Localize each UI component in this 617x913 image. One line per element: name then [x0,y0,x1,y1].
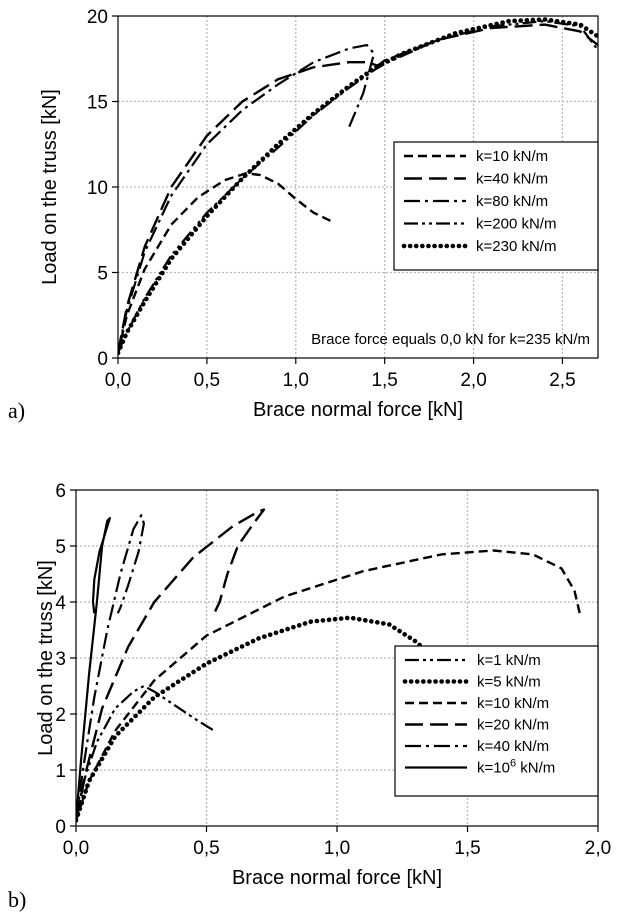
series-line-5 [118,17,598,356]
y-tick-label: 0 [55,817,66,838]
series-line-3 [118,43,376,354]
y-tick-label: 5 [97,264,108,285]
legend-entry-label: k=80 kN/m [476,193,548,210]
x-tick-label: 1,0 [324,838,350,859]
legend-entry-label: k=230 kN/m [476,238,556,255]
legend-entry-label: k=40 kN/m [477,738,549,755]
x-tick-label: 1,5 [371,370,397,391]
panel-b-x-axis-title: Brace normal force [kN] [232,867,442,889]
panel-a-y-axis-title: Load on the truss [kN] [39,89,61,285]
y-tick-label: 20 [87,7,108,28]
panel-a-series-group [118,17,598,356]
series-line-1 [76,684,215,821]
legend-box [394,645,599,797]
y-tick-label: 2 [55,705,66,726]
panel-a-legend: k=10 kN/m k=40 kN/m k=80 kN/m k=200 kN/m k=2… [393,141,599,271]
y-tick-label: 1 [55,761,66,782]
chart-panel-a: 0,0 0,5 1,0 1,5 2,0 2,5 0 5 10 15 20 Brace normal f… [8,7,599,423]
y-tick-label: 0 [97,349,108,370]
chart-panel-b: 0,0 0,5 1,0 1,5 2,0 0 1 2 3 4 5 6 Brace normal force… [8,481,611,912]
legend-entry-label: k=106 kN/m [477,758,555,777]
y-tick-label: 5 [55,537,66,558]
legend-entry-label: k=40 kN/m [476,171,548,188]
panel-a-annotation: Brace force equals 0,0 kN for k=235 kN/m [311,331,590,348]
series-line-6 [76,516,112,821]
series-line-4 [76,508,266,821]
x-tick-label: 0,0 [105,370,131,391]
series-line-1 [118,172,332,354]
panel-b-legend: k=1 kN/m k=5 kN/m k=10 kN/m k=20 kN/m k=40 k… [394,645,599,797]
series-line-4 [118,20,598,354]
y-tick-label: 15 [87,93,108,114]
legend-entry-label: k=10 kN/m [477,695,549,712]
legend-entry-label: k=10 kN/m [476,148,548,165]
x-tick-label: 0,0 [63,838,89,859]
x-tick-label: 0,5 [193,838,219,859]
panel-b-label: b) [8,887,26,912]
legend-entry-label: k=20 kN/m [477,717,549,734]
series-line-3 [76,549,581,821]
panel-b-series-group [76,508,581,823]
panel-a-x-axis-title: Brace normal force [kN] [253,399,463,421]
legend-entry-label: k=1 kN/m [477,652,541,669]
panel-b-y-axis-title: Load on the truss [kN] [35,560,57,756]
x-tick-label: 2,5 [549,370,575,391]
y-tick-label: 4 [55,593,66,614]
x-tick-label: 2,0 [585,838,611,859]
legend-box [393,141,599,271]
y-tick-label: 3 [55,649,66,670]
x-tick-label: 1,5 [454,838,480,859]
y-tick-label: 6 [55,481,66,502]
x-tick-label: 2,0 [460,370,486,391]
legend-entry-label: k=200 kN/m [476,216,556,233]
series-line-2 [118,23,598,354]
x-tick-label: 0,5 [194,370,220,391]
x-tick-label: 1,0 [283,370,309,391]
y-tick-label: 10 [87,178,108,199]
panel-a-label: a) [8,398,25,423]
legend-entry-label: k=5 kN/m [477,674,541,691]
series-line-5 [76,514,145,821]
series-line-2 [76,615,449,823]
